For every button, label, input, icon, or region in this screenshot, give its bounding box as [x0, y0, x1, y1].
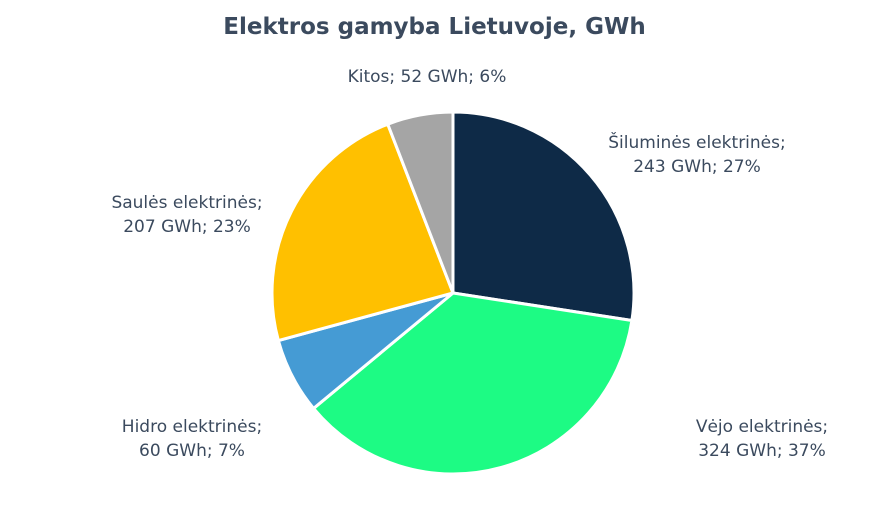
- data-label-4-value: 207 GWh; 23%: [123, 217, 251, 237]
- data-label-4: Saulės elektrinės; 207 GWh; 23%: [111, 193, 262, 237]
- data-label-3: Hidro elektrinės; 60 GWh; 7%: [122, 417, 262, 461]
- data-label-3-name: Hidro elektrinės;: [122, 417, 262, 437]
- data-label-2-name: Vėjo elektrinės;: [696, 417, 828, 437]
- data-label-5: Kitos; 52 GWh; 6%: [348, 67, 507, 87]
- data-label-2: Vėjo elektrinės; 324 GWh; 37%: [696, 417, 828, 461]
- pie-slices: [270, 110, 636, 476]
- pie-slice-5: [386, 110, 455, 295]
- pie-slice-1: [451, 110, 636, 322]
- chart-title: Elektros gamyba Lietuvoje, GWh: [223, 14, 646, 40]
- data-label-1-name: Šiluminės elektrinės;: [608, 131, 785, 153]
- data-labels: Šiluminės elektrinės; 243 GWh; 27% Vėjo el…: [111, 67, 828, 461]
- data-label-4-name: Saulės elektrinės;: [111, 193, 262, 213]
- data-label-1: Šiluminės elektrinės; 243 GWh; 27%: [608, 131, 785, 177]
- data-label-2-value: 324 GWh; 37%: [698, 441, 826, 461]
- pie-slice-2: [312, 291, 634, 476]
- data-label-3-value: 60 GWh; 7%: [139, 441, 245, 461]
- data-label-1-value: 243 GWh; 27%: [633, 157, 761, 177]
